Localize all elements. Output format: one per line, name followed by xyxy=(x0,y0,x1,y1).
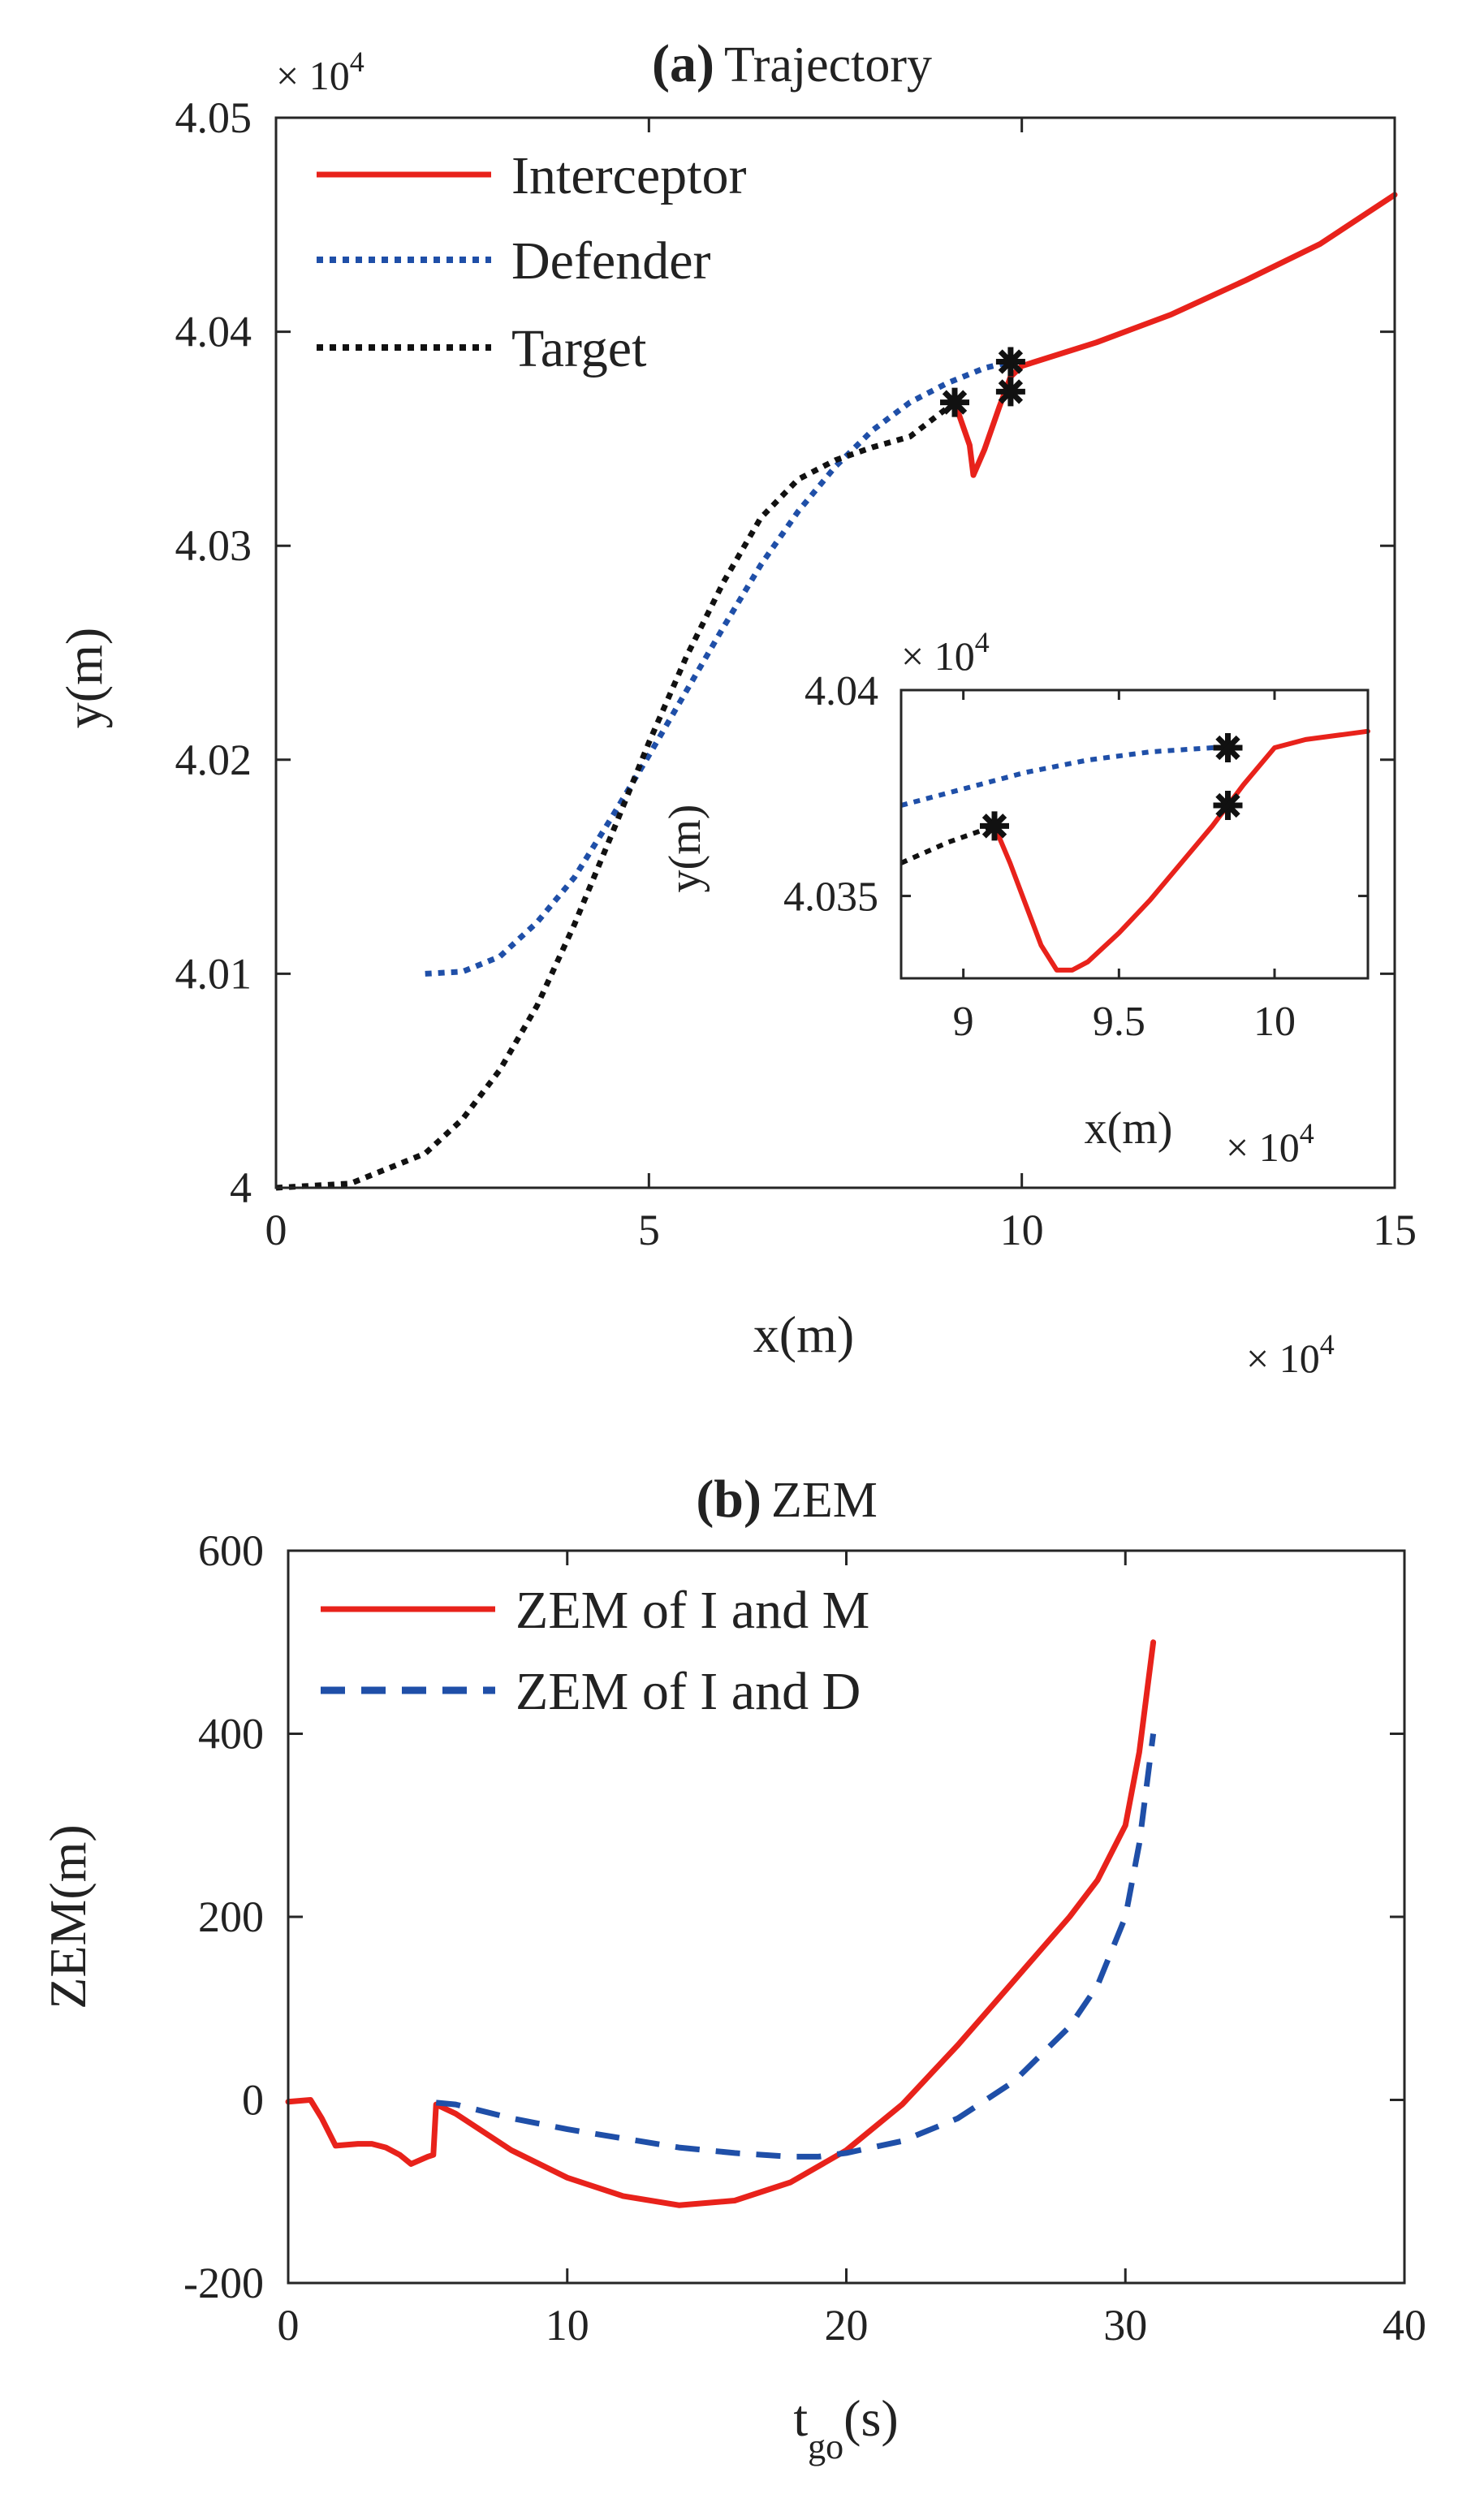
panel-a-series xyxy=(275,192,1398,1191)
a-ytick-label: 4.05 xyxy=(175,93,252,142)
panel-a-trajectory: (a) Trajectory × 104 0 5 10 15 4 4.01 4.02 4.03… xyxy=(55,34,1417,1381)
a-ytick-label: 4.04 xyxy=(175,308,252,356)
panel-b-x-label: tgo(s) xyxy=(793,2389,898,2466)
panel-a-legend: Interceptor Defender Target xyxy=(317,146,747,378)
a-series-interceptor xyxy=(951,192,1398,478)
inset-x-exponent: × 104 xyxy=(1226,1117,1314,1170)
a-marker-2 xyxy=(995,377,1025,407)
panel-b-title: ZEM xyxy=(771,1473,878,1528)
b-ytick-label: 600 xyxy=(198,1526,264,1575)
panel-b-ticks: 0 10 20 30 40 -200 0 200 400 600 xyxy=(183,1526,1426,2350)
a-marker-0 xyxy=(940,387,969,417)
a-series-target xyxy=(275,399,957,1191)
b-ytick-label: 400 xyxy=(198,1710,264,1759)
b-xtick-label: 0 xyxy=(278,2301,300,2350)
inset-series-target xyxy=(899,823,995,865)
panel-b-zem: (b) ZEM 0 10 20 30 40 -200 0 200 400 600 tgo(s) Z… xyxy=(39,1469,1426,2466)
panel-b-axes-box xyxy=(287,1549,1406,2285)
legend-label-zem-im: ZEM of I and M xyxy=(516,1581,869,1640)
b-xtick-label: 10 xyxy=(546,2301,589,2350)
b-series-zem-of-i-and-d xyxy=(435,1733,1157,2160)
b-ytick-label: 0 xyxy=(242,2076,264,2125)
panel-a-axes-box xyxy=(274,116,1396,1189)
inset-background xyxy=(901,690,1368,978)
a-ytick-label: 4.02 xyxy=(175,736,252,784)
a-xtick-label: 5 xyxy=(638,1206,660,1254)
a-xtick-label: 0 xyxy=(265,1206,287,1254)
panel-a-title: Trajectory xyxy=(724,37,932,93)
inset-x-label: x(m) xyxy=(1085,1103,1173,1154)
inset-y-label: y(m) xyxy=(660,805,710,893)
inset-marker-1 xyxy=(1213,733,1243,762)
inset-marker-0 xyxy=(980,811,1009,841)
inset-y-exponent: × 104 xyxy=(901,626,990,679)
panel-b-y-label: ZEM(m) xyxy=(39,1824,97,2009)
panel-b-series xyxy=(285,1639,1157,2208)
b-xtick-label: 40 xyxy=(1383,2301,1426,2350)
inset-axes-box xyxy=(899,688,1370,980)
a-ytick-label: 4.01 xyxy=(175,949,252,998)
b-series-zem-of-i-and-m xyxy=(285,1639,1157,2208)
a-xtick-label: 10 xyxy=(1000,1206,1044,1254)
panel-a-inset: 9 9.5 10 4.035 4.04 × 104 x(m) × 104 y(m) xyxy=(660,626,1370,1170)
legend-label-target: Target xyxy=(511,319,646,378)
inset-series xyxy=(899,728,1370,973)
legend-label-zem-id: ZEM of I and D xyxy=(516,1662,861,1721)
inset-ytick-label: 4.035 xyxy=(783,874,878,921)
panel-b-title-bold: (b) xyxy=(696,1469,761,1529)
a-ytick-label: 4.03 xyxy=(175,521,252,570)
legend-label-interceptor: Interceptor xyxy=(511,146,747,205)
panel-a-ticks: 0 5 10 15 4 4.01 4.02 4.03 4.04 4.05 xyxy=(175,93,1417,1254)
inset-xtick-label: 10 xyxy=(1253,999,1296,1045)
b-ytick-label: -200 xyxy=(183,2259,264,2307)
panel-b-legend: ZEM of I and M ZEM of I and D xyxy=(321,1581,869,1721)
inset-xtick-label: 9.5 xyxy=(1093,999,1145,1045)
panel-a-x-exponent: × 104 xyxy=(1246,1328,1335,1381)
inset-ticks: 9 9.5 10 4.035 4.04 xyxy=(783,668,1368,1045)
legend-label-defender: Defender xyxy=(511,231,711,291)
b-xtick-label: 30 xyxy=(1103,2301,1147,2350)
inset-ytick-label: 4.04 xyxy=(805,668,878,714)
a-ytick-label: 4 xyxy=(230,1163,252,1212)
inset-xtick-label: 9 xyxy=(953,999,974,1045)
inset-series-defender xyxy=(900,745,1228,808)
a-marker-1 xyxy=(995,347,1025,377)
b-ytick-label: 200 xyxy=(198,1892,264,1941)
inset-marker-2 xyxy=(1213,791,1243,820)
panel-a-y-label: y(m) xyxy=(55,628,113,728)
b-xtick-label: 20 xyxy=(825,2301,869,2350)
a-xtick-label: 15 xyxy=(1373,1206,1417,1254)
inset-series-interceptor xyxy=(992,728,1370,973)
panel-a-y-exponent: × 104 xyxy=(276,45,365,98)
panel-a-x-label: x(m) xyxy=(753,1305,854,1363)
panel-a-title-bold: (a) xyxy=(652,34,714,93)
